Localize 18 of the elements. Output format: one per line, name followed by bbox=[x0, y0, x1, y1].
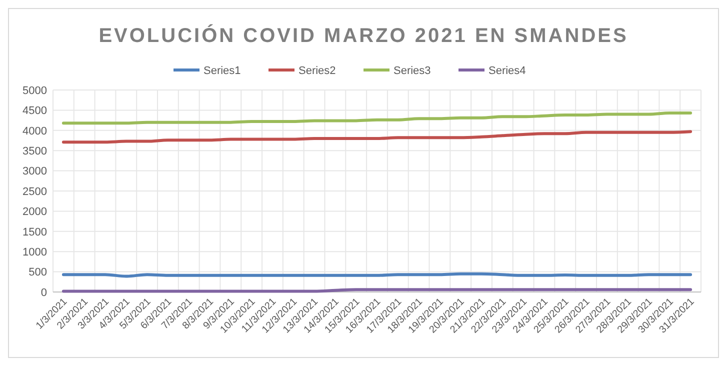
y-tick-label: 4500 bbox=[22, 105, 47, 118]
legend-label: Series2 bbox=[298, 64, 336, 77]
y-tick-label: 3000 bbox=[22, 166, 47, 178]
legend-label: Series3 bbox=[394, 64, 431, 77]
y-tick-label: 5000 bbox=[22, 84, 47, 97]
y-tick-label: 0 bbox=[40, 286, 47, 299]
y-tick-label: 1500 bbox=[22, 226, 47, 238]
y-tick-label: 500 bbox=[28, 266, 47, 279]
legend-label: Series4 bbox=[488, 64, 526, 77]
y-tick-label: 2000 bbox=[22, 206, 47, 218]
chart-title: EVOLUCIÓN COVID MARZO 2021 EN SMANDES bbox=[98, 24, 628, 47]
line-series bbox=[62, 130, 692, 144]
line-series bbox=[62, 112, 692, 125]
y-tick-label: 2500 bbox=[22, 186, 47, 198]
legend-label: Series1 bbox=[204, 64, 241, 77]
y-tick-label: 4000 bbox=[22, 125, 47, 138]
y-tick-label: 3500 bbox=[22, 145, 47, 158]
y-tick-label: 1000 bbox=[22, 246, 47, 258]
